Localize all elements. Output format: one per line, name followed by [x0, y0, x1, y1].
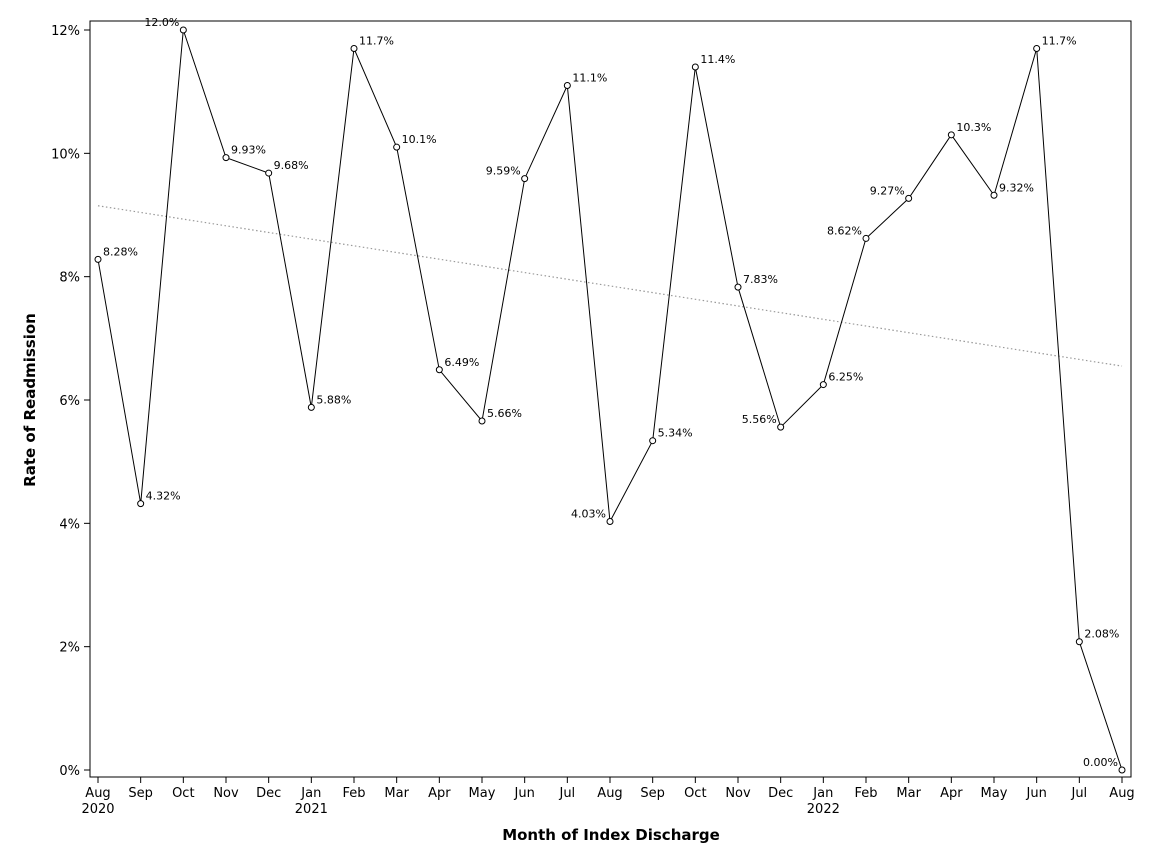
- data-label: 6.49%: [444, 356, 479, 369]
- data-point: [649, 437, 657, 445]
- x-tick-label: Mar: [896, 786, 921, 801]
- y-tick-label: 0%: [59, 764, 80, 779]
- data-label: 0.00%: [1083, 756, 1118, 769]
- data-point: [691, 63, 699, 71]
- data-label: 11.7%: [359, 35, 394, 48]
- x-tick-label: Jan: [812, 786, 833, 801]
- y-tick-label: 10%: [51, 147, 80, 162]
- x-tick-label: Aug: [1109, 786, 1134, 801]
- data-point: [819, 381, 827, 389]
- data-point: [990, 191, 998, 199]
- data-point: [563, 82, 571, 89]
- x-tick-label: May: [981, 786, 1008, 801]
- data-point: [521, 175, 529, 183]
- data-point: [393, 143, 401, 151]
- data-label: 5.34%: [658, 427, 693, 440]
- data-point: [734, 283, 742, 291]
- x-tick-label: Aug: [85, 786, 110, 801]
- x-tick-label: Aug: [597, 786, 622, 801]
- x-tick-label: Oct: [684, 786, 706, 801]
- x-tick-label: Jan: [300, 786, 321, 801]
- y-tick-label: 12%: [51, 24, 80, 39]
- x-tick-label: Apr: [428, 786, 451, 801]
- data-point: [137, 500, 145, 508]
- data-label: 11.4%: [700, 53, 735, 66]
- data-label: 6.25%: [828, 371, 863, 384]
- data-point: [222, 154, 230, 162]
- data-label: 9.93%: [231, 144, 266, 157]
- x-tick-label: Nov: [725, 786, 751, 801]
- data-point: [606, 517, 614, 525]
- data-point: [862, 234, 870, 242]
- y-tick-label: 2%: [59, 641, 80, 656]
- data-point: [1118, 766, 1126, 774]
- series-layer: [94, 26, 1126, 774]
- data-label: 2.08%: [1084, 628, 1119, 641]
- y-tick-label: 8%: [59, 271, 80, 286]
- data-point: [435, 366, 443, 374]
- plot-frame: [89, 20, 1132, 778]
- x-tick-label: May: [469, 786, 496, 801]
- data-point: [905, 194, 913, 202]
- data-label: 9.32%: [999, 181, 1034, 194]
- data-label: 5.56%: [742, 413, 777, 426]
- data-point: [265, 169, 273, 177]
- data-label: 11.1%: [572, 72, 607, 85]
- y-tick-label: 4%: [59, 517, 80, 532]
- data-label: 4.32%: [146, 490, 181, 503]
- data-label: 5.66%: [487, 407, 522, 420]
- x-tick-label: Sep: [128, 786, 153, 801]
- x-tick-label: Sep: [640, 786, 665, 801]
- x-tick-label: Jun: [514, 786, 535, 801]
- x-tick-year-label: 2021: [295, 802, 328, 817]
- x-tick-label: Jun: [1026, 786, 1047, 801]
- trendline: [97, 205, 1123, 367]
- data-label: 8.28%: [103, 245, 138, 258]
- y-tick-label: 6%: [59, 394, 80, 409]
- data-label: 9.59%: [486, 165, 521, 178]
- data-label-layer: 8.28% 4.32% 12.0% 9.93% 9.68% 5.88% 11.7% 10.1%…: [103, 16, 1119, 769]
- data-label: 9.68%: [274, 159, 309, 172]
- x-tick-year-label: 2020: [81, 802, 114, 817]
- x-axis-title: Month of Index Discharge: [502, 826, 720, 844]
- data-point: [94, 255, 102, 263]
- x-tick-label: Mar: [384, 786, 409, 801]
- x-tick-label: Feb: [854, 786, 877, 801]
- x-tick-label: Dec: [768, 786, 793, 801]
- data-point: [179, 26, 187, 34]
- x-tick-year-label: 2022: [807, 802, 840, 817]
- data-label: 5.88%: [316, 393, 351, 406]
- x-tick-label: Jul: [1070, 786, 1087, 801]
- data-label: 10.1%: [402, 133, 437, 146]
- x-tick-label: Apr: [940, 786, 963, 801]
- data-point: [947, 131, 955, 139]
- y-axis-title: Rate of Readmission: [21, 313, 39, 487]
- data-label: 7.83%: [743, 273, 778, 286]
- data-label: 10.3%: [956, 121, 991, 134]
- data-label: 12.0%: [144, 16, 179, 29]
- y-axis: 0% 2% 4% 6% 8% 10% 12%: [51, 24, 90, 779]
- trendline-layer: [97, 205, 1123, 367]
- series-line: [97, 29, 1123, 771]
- x-tick-label: Oct: [172, 786, 194, 801]
- data-point: [478, 417, 486, 425]
- data-point: [1075, 638, 1083, 646]
- data-point: [307, 403, 315, 411]
- x-tick-label: Jul: [558, 786, 575, 801]
- data-point: [1033, 45, 1041, 52]
- x-tick-label: Feb: [342, 786, 365, 801]
- data-point: [777, 423, 785, 431]
- data-label: 4.03%: [571, 507, 606, 520]
- x-tick-label: Nov: [213, 786, 239, 801]
- x-tick-label: Dec: [256, 786, 281, 801]
- data-label: 9.27%: [870, 184, 905, 197]
- data-point: [350, 45, 358, 52]
- data-label: 11.7%: [1042, 35, 1077, 48]
- data-label: 8.62%: [827, 224, 862, 237]
